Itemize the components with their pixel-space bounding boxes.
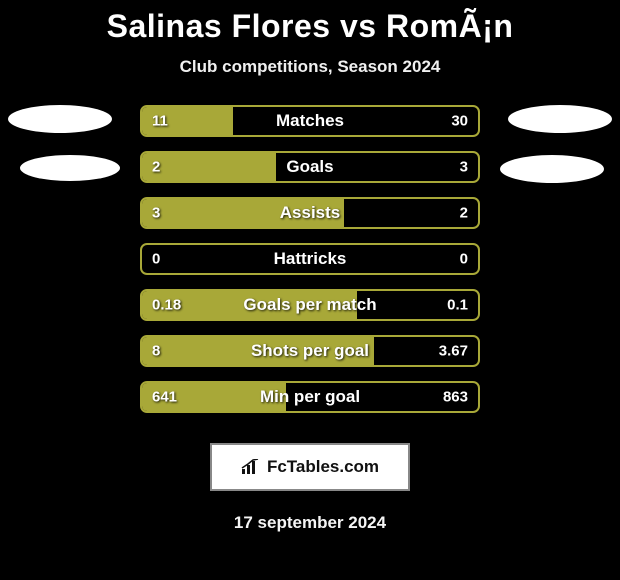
logo-text: FcTables.com <box>267 457 379 477</box>
comparison-widget: Salinas Flores vs RomÃ¡n Club competitio… <box>0 0 620 533</box>
stat-label: Assists <box>280 203 340 223</box>
stat-right-value: 30 <box>451 113 468 130</box>
chart-icon <box>241 459 261 475</box>
stat-label: Shots per goal <box>251 341 369 361</box>
stat-left-value: 3 <box>152 205 160 222</box>
stat-label: Goals <box>286 157 333 177</box>
stat-right-value: 3.67 <box>439 343 468 360</box>
stat-bar-hattricks: 0 Hattricks 0 <box>140 243 480 275</box>
stat-bar-matches: 11 Matches 30 <box>140 105 480 137</box>
page-title: Salinas Flores vs RomÃ¡n <box>0 8 620 45</box>
stat-bar-min-per-goal: 641 Min per goal 863 <box>140 381 480 413</box>
player-left-placeholder-2 <box>20 155 120 181</box>
logo-box[interactable]: FcTables.com <box>210 443 410 491</box>
stat-label: Matches <box>276 111 344 131</box>
stat-left-value: 641 <box>152 389 177 406</box>
content-area: 11 Matches 30 2 Goals 3 3 Assists 2 0 Ha… <box>0 105 620 413</box>
stat-right-value: 3 <box>460 159 468 176</box>
player-right-placeholder-1 <box>508 105 612 133</box>
player-right-placeholder-2 <box>500 155 604 183</box>
stat-left-value: 11 <box>152 113 168 130</box>
stat-bars: 11 Matches 30 2 Goals 3 3 Assists 2 0 Ha… <box>140 105 480 413</box>
stat-right-value: 0.1 <box>447 297 468 314</box>
stat-left-value: 8 <box>152 343 160 360</box>
stat-left-value: 2 <box>152 159 160 176</box>
stat-label: Goals per match <box>243 295 376 315</box>
bar-fill <box>142 153 276 181</box>
stat-label: Min per goal <box>260 387 360 407</box>
stat-bar-goals: 2 Goals 3 <box>140 151 480 183</box>
stat-bar-goals-per-match: 0.18 Goals per match 0.1 <box>140 289 480 321</box>
date-line: 17 september 2024 <box>0 513 620 533</box>
stat-bar-shots-per-goal: 8 Shots per goal 3.67 <box>140 335 480 367</box>
stat-left-value: 0.18 <box>152 297 181 314</box>
stat-left-value: 0 <box>152 251 160 268</box>
subtitle: Club competitions, Season 2024 <box>0 57 620 77</box>
stat-right-value: 863 <box>443 389 468 406</box>
stat-bar-assists: 3 Assists 2 <box>140 197 480 229</box>
stat-right-value: 2 <box>460 205 468 222</box>
stat-label: Hattricks <box>274 249 347 269</box>
stat-right-value: 0 <box>460 251 468 268</box>
player-left-placeholder-1 <box>8 105 112 133</box>
